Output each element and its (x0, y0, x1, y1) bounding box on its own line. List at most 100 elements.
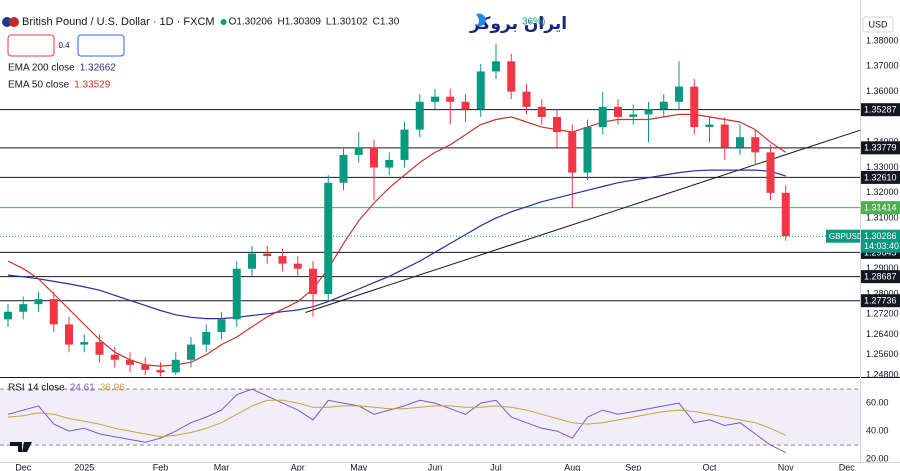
tv-logo (10, 442, 32, 452)
rsi-line (7, 388, 787, 454)
y-tick-label: 1.32000 (866, 187, 899, 197)
ema-line (7, 169, 786, 320)
x-tick-label: Aug (564, 462, 580, 471)
ohlc-key: C (373, 17, 380, 28)
candle-body (781, 192, 790, 237)
y-tick-label: 1.27200 (866, 309, 899, 319)
ohlc-value: 1.30102 (331, 17, 368, 28)
candle-body (583, 127, 592, 173)
y-tick-label: 1.26400 (866, 329, 899, 339)
candle-body (537, 106, 546, 117)
symbol-label: GBPUSD (829, 232, 863, 241)
rsi-pane (0, 388, 860, 454)
candle-body (141, 364, 150, 370)
level-label: 1.28687 (864, 272, 897, 282)
x-tick-label: Dec (839, 462, 856, 471)
indicator-name: EMA 200 close (8, 63, 75, 74)
candle-body (385, 159, 394, 168)
x-tick-label: Dec (15, 462, 32, 471)
x-tick-label: Sep (625, 462, 641, 471)
y-tick-label: 1.24800 (866, 369, 899, 379)
currency-box[interactable] (862, 16, 894, 33)
chart-title: British Pound / U.S. Dollar · 1D · FXCM (22, 16, 215, 28)
x-tick-label: Apr (291, 462, 305, 471)
price-box (861, 229, 900, 253)
symbol-box (826, 229, 860, 243)
candle-body (431, 96, 439, 102)
ema-line (7, 113, 787, 367)
level-label-box (861, 103, 900, 117)
rsi-value: 24.61 (70, 383, 95, 394)
x-tick-label: May (350, 462, 368, 471)
candle-body (126, 359, 134, 365)
candle-body (354, 147, 363, 155)
watermark: ایران بروکر (469, 14, 567, 34)
candle-body (171, 359, 180, 373)
ohlc-value: 1.30309 (285, 17, 322, 28)
candle-body (187, 344, 195, 360)
candle-body (263, 253, 272, 257)
y-tick-label: 1.25600 (866, 349, 899, 359)
buy-button[interactable] (77, 34, 125, 57)
candle-body (751, 137, 760, 153)
candle-body (476, 71, 485, 110)
ohlc-value: 1.30206 (236, 17, 273, 28)
rsi-band (0, 389, 860, 446)
x-tick-label: Jul (490, 462, 502, 471)
brand-icon (476, 13, 486, 27)
y-tick-label: 1.29000 (866, 263, 899, 273)
candle-body (65, 324, 73, 345)
ohlc-value: 1.30 (380, 17, 400, 28)
candle-body (19, 304, 28, 312)
level-label-box (861, 294, 900, 308)
candle-body (705, 124, 714, 128)
candle-body (736, 137, 744, 148)
brand-logo (476, 13, 486, 27)
candle-body (522, 91, 531, 107)
level-label-box (861, 201, 900, 215)
candle-body (720, 124, 729, 148)
y-tick-label: 1.33000 (866, 162, 899, 172)
y-tick-label: 1.31000 (866, 213, 899, 223)
rsi-ma-value: 36.96 (100, 383, 125, 394)
candle-body (339, 154, 348, 183)
spread: 0.4 (58, 41, 70, 50)
y-tick-label: 1.28000 (866, 288, 899, 298)
x-tick-label: 2025 (74, 462, 94, 471)
x-tick-label: Nov (778, 462, 795, 471)
sell-button[interactable] (7, 34, 55, 57)
y-tick-label: 1.36000 (866, 86, 899, 96)
level-label-box (861, 270, 900, 284)
candle-body (644, 109, 653, 115)
candle-body (415, 101, 424, 130)
candle-body (400, 129, 409, 160)
candle-body (675, 86, 683, 102)
candle-body (309, 268, 317, 295)
level-label-box (861, 170, 900, 184)
candle-body (690, 86, 699, 128)
y-tick-label: 1.37000 (866, 61, 899, 71)
candle-body (278, 256, 287, 264)
level-label: 1.33779 (864, 143, 897, 153)
candle-body (95, 342, 104, 355)
level-label: 1.32610 (864, 172, 897, 182)
candle-body (248, 253, 256, 269)
candle-body (49, 299, 58, 325)
candle-body (156, 369, 165, 373)
candle-body (293, 263, 302, 269)
level-label-box (861, 141, 900, 155)
x-tick-label: Mar (214, 462, 230, 471)
ohlc-key: L (326, 17, 332, 28)
candle-body (507, 61, 516, 92)
candle-body (553, 116, 561, 133)
candle-body (598, 106, 607, 128)
price-label: 1.30286 (864, 231, 897, 241)
candle-body (110, 354, 119, 360)
level-label: 1.27736 (864, 296, 897, 306)
flag-icon (9, 17, 19, 27)
level-label: 1.35287 (864, 105, 897, 115)
candle-body (80, 342, 89, 345)
level-label: 1.31414 (864, 203, 897, 213)
